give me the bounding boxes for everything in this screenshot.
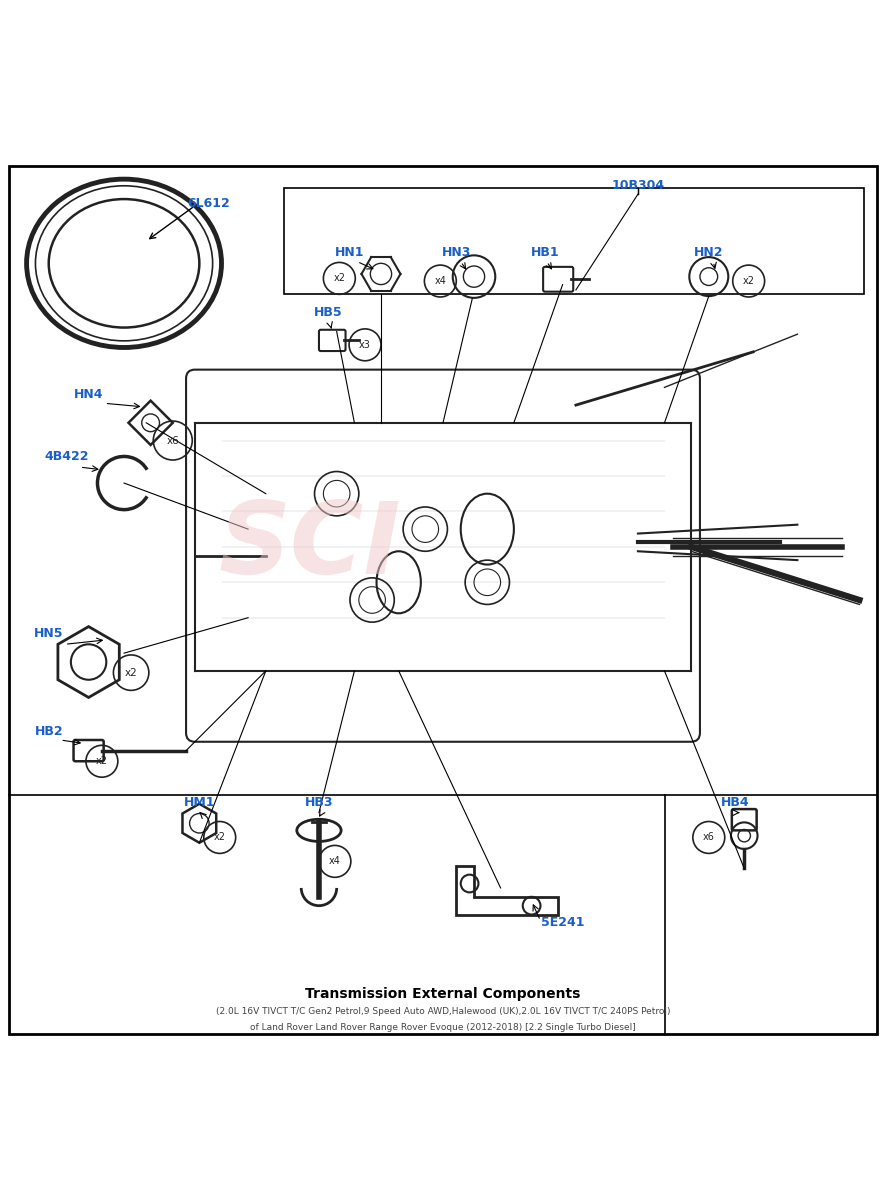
Text: HM1: HM1 xyxy=(183,796,215,809)
Text: HB4: HB4 xyxy=(721,796,750,809)
Text: x2: x2 xyxy=(742,276,755,286)
Text: x3: x3 xyxy=(359,340,371,350)
Text: x2: x2 xyxy=(125,667,137,678)
Text: x2: x2 xyxy=(333,274,346,283)
Text: SCI: SCI xyxy=(219,498,401,595)
Text: x6: x6 xyxy=(167,436,179,445)
Text: HN2: HN2 xyxy=(694,246,724,259)
Text: HB3: HB3 xyxy=(305,796,333,809)
Text: x2: x2 xyxy=(214,833,226,842)
Text: 6L612: 6L612 xyxy=(187,197,229,210)
Text: x4: x4 xyxy=(329,857,341,866)
Bar xyxy=(284,188,864,294)
Text: HB1: HB1 xyxy=(531,246,559,259)
Text: HN1: HN1 xyxy=(335,246,365,259)
Text: HB2: HB2 xyxy=(35,725,63,738)
Text: HN5: HN5 xyxy=(34,628,64,641)
Text: HN4: HN4 xyxy=(74,388,104,401)
Text: 4B422: 4B422 xyxy=(44,450,89,463)
Text: of Land Rover Land Rover Range Rover Evoque (2012-2018) [2.2 Single Turbo Diesel: of Land Rover Land Rover Range Rover Evo… xyxy=(250,1022,636,1032)
Text: HN3: HN3 xyxy=(441,246,471,259)
Text: HB5: HB5 xyxy=(314,306,342,319)
Text: 5E241: 5E241 xyxy=(540,916,585,929)
Text: x6: x6 xyxy=(703,833,715,842)
Text: Transmission External Components: Transmission External Components xyxy=(306,988,580,1001)
Text: x2: x2 xyxy=(96,756,108,767)
Text: 10B304: 10B304 xyxy=(611,179,664,192)
Text: x4: x4 xyxy=(434,276,447,286)
Text: (2.0L 16V TIVCT T/C Gen2 Petrol,9 Speed Auto AWD,Halewood (UK),2.0L 16V TIVCT T/: (2.0L 16V TIVCT T/C Gen2 Petrol,9 Speed … xyxy=(216,1008,670,1016)
